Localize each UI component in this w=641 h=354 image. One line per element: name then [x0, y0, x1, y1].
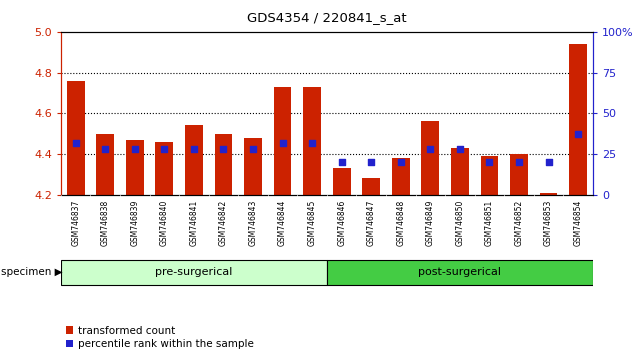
- FancyBboxPatch shape: [61, 260, 327, 285]
- Bar: [244, 138, 262, 195]
- Text: GSM746844: GSM746844: [278, 200, 287, 246]
- Point: [71, 140, 81, 145]
- Text: GSM746854: GSM746854: [574, 200, 583, 246]
- Bar: [303, 87, 321, 195]
- Bar: [126, 140, 144, 195]
- Point: [425, 146, 435, 152]
- Point: [366, 159, 376, 165]
- Point: [129, 146, 140, 152]
- Point: [219, 146, 229, 152]
- Point: [485, 159, 495, 165]
- Bar: [569, 44, 587, 195]
- Text: GSM746849: GSM746849: [426, 200, 435, 246]
- Bar: [67, 81, 85, 195]
- Point: [159, 146, 169, 152]
- Text: GSM746846: GSM746846: [337, 200, 346, 246]
- Point: [395, 159, 406, 165]
- Bar: [451, 148, 469, 195]
- FancyBboxPatch shape: [327, 260, 593, 285]
- Bar: [392, 158, 410, 195]
- Bar: [274, 87, 292, 195]
- Bar: [185, 125, 203, 195]
- Legend: transformed count, percentile rank within the sample: transformed count, percentile rank withi…: [66, 326, 253, 349]
- Point: [248, 146, 258, 152]
- Text: GSM746840: GSM746840: [160, 200, 169, 246]
- Text: GSM746850: GSM746850: [455, 200, 465, 246]
- Bar: [510, 154, 528, 195]
- Text: GSM746847: GSM746847: [367, 200, 376, 246]
- Point: [573, 132, 583, 137]
- Text: GSM746845: GSM746845: [308, 200, 317, 246]
- Text: GSM746837: GSM746837: [71, 200, 80, 246]
- Text: GSM746839: GSM746839: [130, 200, 139, 246]
- Text: GSM746851: GSM746851: [485, 200, 494, 246]
- Bar: [422, 121, 439, 195]
- Text: GSM746842: GSM746842: [219, 200, 228, 246]
- Point: [455, 146, 465, 152]
- Text: GSM746848: GSM746848: [396, 200, 405, 246]
- Text: pre-surgerical: pre-surgerical: [155, 267, 233, 277]
- Text: GSM746843: GSM746843: [249, 200, 258, 246]
- Text: GSM746852: GSM746852: [515, 200, 524, 246]
- Text: specimen ▶: specimen ▶: [1, 267, 63, 277]
- Point: [189, 146, 199, 152]
- Point: [544, 159, 554, 165]
- Point: [278, 140, 288, 145]
- Bar: [215, 133, 232, 195]
- Point: [337, 159, 347, 165]
- Text: GSM746838: GSM746838: [101, 200, 110, 246]
- Bar: [156, 142, 173, 195]
- Bar: [333, 168, 351, 195]
- Bar: [481, 156, 498, 195]
- Bar: [96, 133, 114, 195]
- Bar: [362, 178, 380, 195]
- Text: post-surgerical: post-surgerical: [419, 267, 501, 277]
- Bar: [540, 193, 558, 195]
- Text: GSM746841: GSM746841: [189, 200, 199, 246]
- Point: [100, 146, 110, 152]
- Point: [514, 159, 524, 165]
- Text: GSM746853: GSM746853: [544, 200, 553, 246]
- Point: [307, 140, 317, 145]
- Text: GDS4354 / 220841_s_at: GDS4354 / 220841_s_at: [247, 11, 407, 24]
